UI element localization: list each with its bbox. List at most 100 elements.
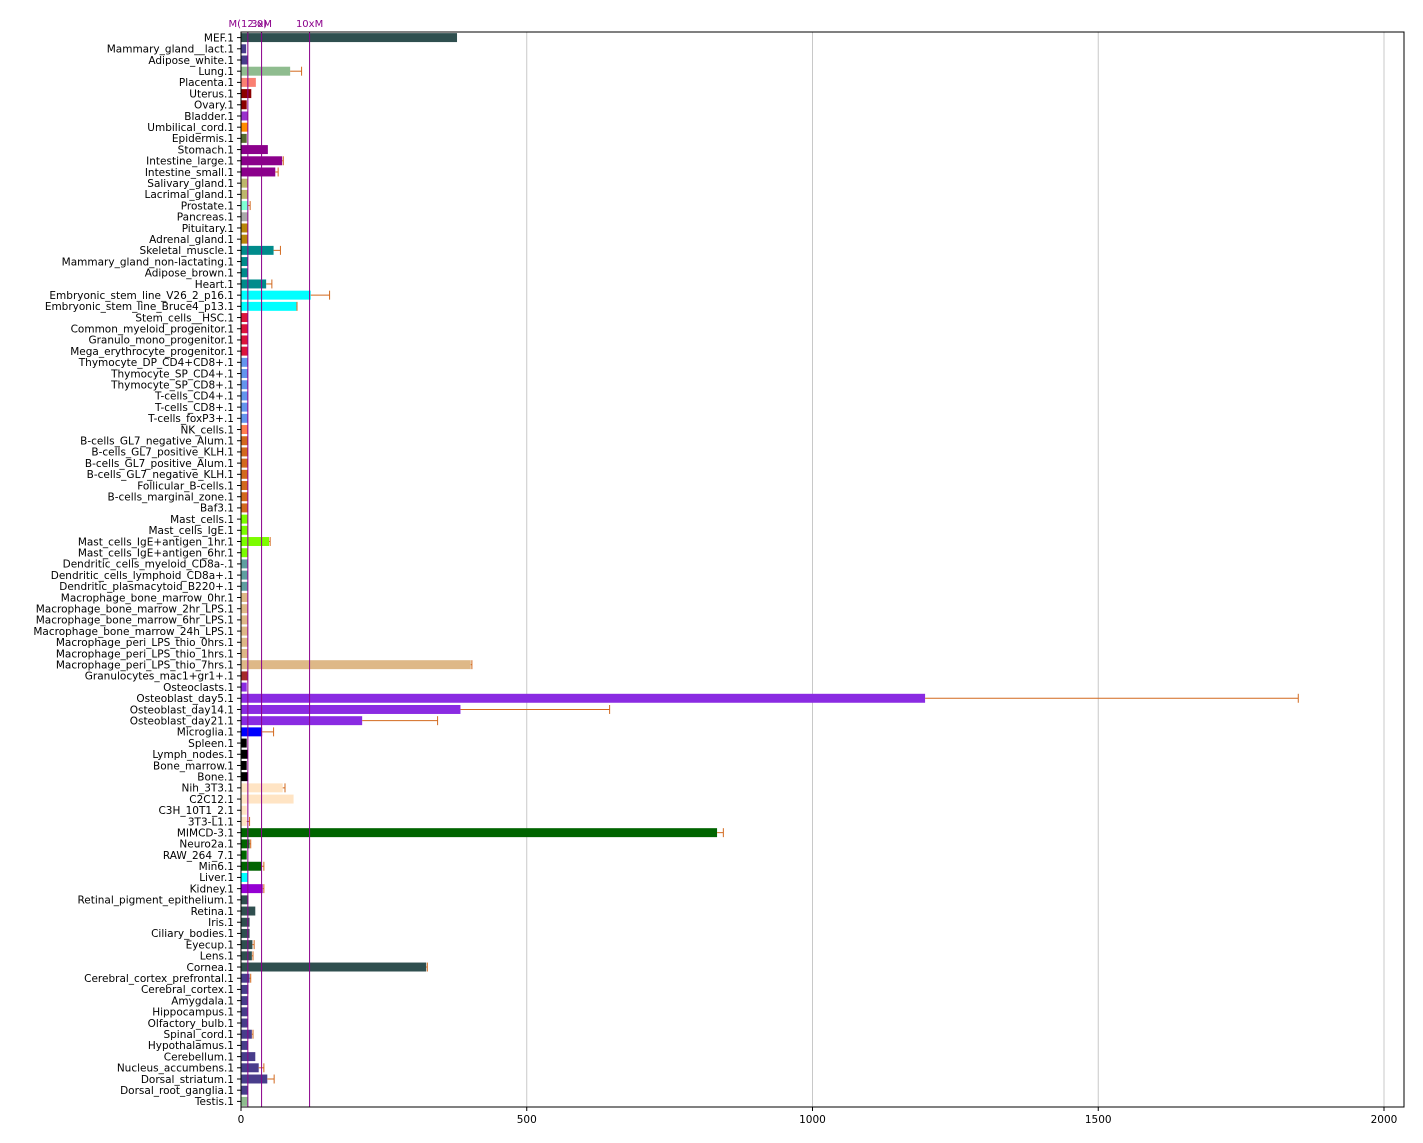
bar [241, 693, 926, 703]
y-tick-label: NK_cells.1 [180, 424, 234, 436]
bar [241, 816, 247, 826]
y-tick-label: Stomach.1 [178, 144, 234, 156]
y-tick-label: MIMCD-3.1 [177, 827, 234, 839]
y-tick-label: Mast_cells_IgE+antigen_1hr.1 [78, 536, 234, 548]
y-tick-label: Osteoblast_day21.1 [130, 715, 234, 727]
bar [241, 1040, 248, 1050]
bar [241, 548, 248, 558]
bar [241, 268, 248, 278]
y-tick-label: Granulo_mono_progenitor.1 [88, 335, 234, 347]
bar [241, 223, 248, 233]
bar [241, 727, 263, 737]
bar [241, 167, 276, 177]
y-tick-label: B-cells_GL7_positive_KLH.1 [91, 447, 234, 459]
y-tick-label: Mammary_gland_non-lactating.1 [62, 256, 234, 268]
y-tick-label: Hypothalamus.1 [148, 1040, 234, 1052]
y-tick-label: B-cells_GL7_negative_Alum.1 [80, 436, 234, 448]
y-tick-label: Bladder.1 [184, 111, 234, 123]
y-tick-label: RAW_264_7.1 [163, 850, 234, 862]
y-tick-label: Cerebellum.1 [164, 1051, 234, 1063]
bar [241, 1074, 268, 1084]
x-tick-label: 0 [238, 1114, 245, 1126]
y-tick-label: Lymph_nodes.1 [152, 749, 234, 761]
bar [241, 391, 248, 401]
bar [241, 55, 248, 65]
y-tick-label: Macrophage_bone_marrow_6hr_LPS.1 [36, 615, 234, 627]
bar [241, 962, 427, 972]
bar [241, 973, 250, 983]
x-tick-label: 1500 [1085, 1114, 1112, 1126]
bar [241, 245, 274, 255]
bar [241, 335, 248, 345]
y-tick-label: Adipose_brown.1 [145, 268, 234, 280]
bar [241, 290, 311, 300]
y-tick-label: Amygdala.1 [171, 995, 234, 1007]
error-bars-layer [246, 66, 1299, 1084]
bar [241, 559, 248, 569]
reference-line-label: 10xM [296, 19, 323, 30]
y-tick-label: Osteoblast_day5.1 [136, 693, 234, 705]
y-tick-label: B-cells_marginal_zone.1 [108, 492, 234, 504]
y-tick-label: Follicular_B-cells.1 [137, 480, 234, 492]
y-tick-label: Mast_cells.1 [170, 514, 234, 526]
bar [241, 380, 248, 390]
y-tick-label: Osteoclasts.1 [163, 682, 234, 694]
bar [241, 313, 248, 323]
y-tick-label: Stem_cells__HSC.1 [135, 312, 234, 324]
y-tick-label: Intestine_large.1 [146, 156, 234, 168]
y-tick-label: Mast_cells_IgE.1 [148, 525, 234, 537]
bar [241, 234, 248, 244]
bar [241, 1029, 252, 1039]
bar [241, 760, 247, 770]
bar [241, 369, 248, 379]
bar [241, 257, 248, 267]
y-tick-label: B-cells_GL7_negative_KLH.1 [87, 469, 234, 481]
bar [241, 447, 248, 457]
y-tick-label: Macrophage_bone_marrow_0hr.1 [61, 592, 234, 604]
y-tick-label: Iris.1 [208, 917, 234, 929]
y-tick-label: Dendritic_plasmacytoid_B220+.1 [59, 581, 234, 593]
y-tick-label: Lung.1 [198, 66, 234, 78]
bar [241, 895, 249, 905]
bar [241, 413, 248, 423]
bar [241, 100, 247, 110]
bar [241, 917, 250, 927]
bar [241, 951, 252, 961]
y-tick-label: Skeletal_muscle.1 [140, 245, 234, 257]
y-tick-label: C3H_10T1_2.1 [158, 805, 234, 817]
bars-layer [241, 33, 926, 1106]
bar [241, 660, 471, 670]
bar [241, 357, 248, 367]
bar [241, 279, 267, 289]
y-tick-label: Macrophage_bone_marrow_24h_LPS.1 [33, 626, 234, 638]
y-tick-label: Epidermis.1 [172, 133, 234, 145]
bar [241, 425, 248, 435]
plot-frame [240, 31, 1405, 1108]
bar [241, 928, 250, 938]
y-tick-label: Min6.1 [199, 861, 234, 873]
y-tick-label: Spinal_cord.1 [163, 1029, 234, 1041]
bar [241, 1018, 248, 1028]
bar [241, 481, 248, 490]
y-tick-label: Cerebral_cortex.1 [141, 984, 234, 996]
bar [241, 749, 248, 759]
y-tick-label: C2C12.1 [189, 794, 234, 806]
y-tick-label: T-cells_CD8+.1 [154, 402, 234, 414]
y-tick-label: Cerebral_cortex_prefrontal.1 [84, 973, 234, 985]
x-tick-label: 2000 [1371, 1114, 1398, 1126]
bar [241, 738, 247, 748]
bar [241, 805, 247, 815]
bar [241, 201, 248, 211]
y-tick-label: Thymocyte_SP_CD4+.1 [110, 368, 234, 380]
bar [241, 436, 248, 446]
bar [241, 402, 248, 412]
reference-lines-layer: M(12.0)3xM 10xM [229, 19, 323, 1107]
y-tick-label: Macrophage_peri_LPS_thio_7hrs.1 [56, 659, 234, 671]
bar [241, 671, 248, 681]
bar [241, 492, 248, 502]
x-tick-label: 500 [517, 1114, 537, 1126]
bar [241, 940, 253, 950]
y-tick-label: Olfactory_bulb.1 [148, 1018, 234, 1030]
bar [241, 1007, 248, 1017]
